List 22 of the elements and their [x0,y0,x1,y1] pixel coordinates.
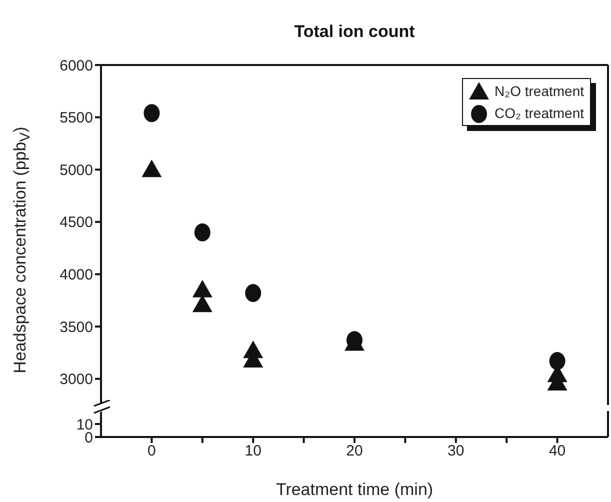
y-tick-label: 6000 [60,57,93,74]
chart-title: Total ion count [293,22,416,42]
y-tick-label: 3500 [60,318,93,336]
y-tick-label: 3000 [60,371,93,388]
x-tick-label: 20 [346,442,363,460]
y-tick-label: 5500 [60,110,93,127]
point [194,223,210,242]
legend-label: CO₂ treatment [494,105,584,121]
point [245,284,262,302]
x-tick-label: 40 [548,442,566,460]
point [144,104,160,122]
y-tick-label: 4500 [60,214,93,232]
x-axis-title: Treatment time (min) [276,480,434,499]
y-tick-label: 5000 [60,162,93,179]
legend-label: N₂O treatment [494,83,584,99]
x-tick-label: 30 [448,442,464,460]
point [192,280,212,298]
point [549,352,566,370]
x-tick-label: 0 [148,442,156,460]
y-tick-label: 4000 [60,266,93,284]
x-tick-label: 10 [244,442,262,460]
point [142,160,162,178]
